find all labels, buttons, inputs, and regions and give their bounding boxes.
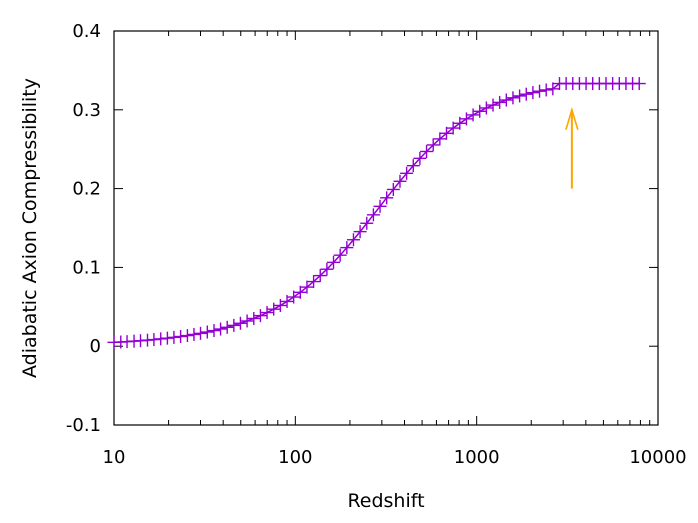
y-tick-label: 0.4 [72, 21, 101, 42]
data-point [333, 248, 347, 262]
data-point [466, 108, 480, 122]
data-point [313, 269, 327, 283]
data-point [280, 294, 294, 308]
data-point [220, 320, 234, 334]
data-point [214, 322, 228, 336]
data-point [233, 316, 247, 330]
data-point [380, 191, 394, 205]
data-point [513, 89, 527, 103]
data-point [519, 87, 533, 101]
y-tick-label: 0 [90, 336, 101, 357]
data-point [393, 174, 407, 188]
data-point [293, 285, 307, 299]
data-point [453, 116, 467, 130]
data-point [307, 275, 321, 289]
data-point [526, 86, 540, 100]
data-point [493, 95, 507, 109]
data-point [539, 83, 553, 97]
plot-frame [113, 30, 659, 426]
data-point [327, 255, 341, 269]
data-point [446, 121, 460, 135]
data-point [267, 302, 281, 316]
data-point [479, 101, 493, 115]
data-point [506, 91, 520, 105]
x-tick-labels: 10 100 1000 10000 [103, 447, 687, 468]
data-point [433, 132, 447, 146]
data-point [207, 324, 221, 338]
data-point [160, 331, 174, 345]
y-tick-label: -0.1 [66, 415, 101, 436]
data-point [420, 144, 434, 158]
series-line [113, 82, 640, 344]
data-point [346, 233, 360, 247]
data-point [154, 332, 168, 346]
data-point [353, 225, 367, 239]
annotation-arrow [565, 107, 579, 189]
annotation-layer [565, 107, 579, 189]
data-point [366, 208, 380, 222]
data-point [533, 84, 547, 98]
data-point [473, 104, 487, 118]
y-tick-label: 0.3 [72, 100, 101, 121]
data-point [273, 298, 287, 312]
data-point [400, 166, 414, 180]
x-tick-label: 10 [103, 447, 126, 468]
data-point [240, 314, 254, 328]
y-tick-labels: -0.1 0 0.1 0.2 0.3 0.4 [66, 21, 101, 436]
data-point [260, 306, 274, 320]
data-point [426, 138, 440, 152]
data-point [180, 329, 194, 343]
data-point [546, 82, 560, 96]
x-axis-ticks [113, 31, 651, 425]
data-point [194, 326, 208, 340]
x-axis-label: Redshift [347, 490, 424, 512]
data-point [459, 112, 473, 126]
data-point [413, 151, 427, 165]
data-point [632, 77, 646, 91]
data-point [386, 182, 400, 196]
data-point [300, 280, 314, 294]
data-point [167, 330, 181, 344]
data-point [253, 309, 267, 323]
data-point [406, 159, 420, 173]
data-point [486, 98, 500, 112]
data-point [174, 330, 188, 344]
data-point [340, 241, 354, 255]
data-point [147, 333, 161, 347]
data-point [227, 318, 241, 332]
data-point [187, 327, 201, 341]
x-tick-label: 100 [278, 447, 312, 468]
data-point [360, 216, 374, 230]
data-point [320, 262, 334, 276]
data-point [247, 311, 261, 325]
data-point [287, 290, 301, 304]
y-tick-label: 0.1 [72, 257, 101, 278]
series-markers [107, 77, 646, 349]
x-tick-label: 1000 [454, 447, 500, 468]
x-tick-label: 10000 [629, 447, 686, 468]
data-point [440, 126, 454, 140]
data-point [499, 93, 513, 107]
data-point [200, 325, 214, 339]
data-point [373, 199, 387, 213]
y-tick-label: 0.2 [72, 179, 101, 200]
y-axis-label: Adiabatic Axion Compressibility [19, 78, 41, 378]
y-axis-ticks [114, 30, 658, 426]
